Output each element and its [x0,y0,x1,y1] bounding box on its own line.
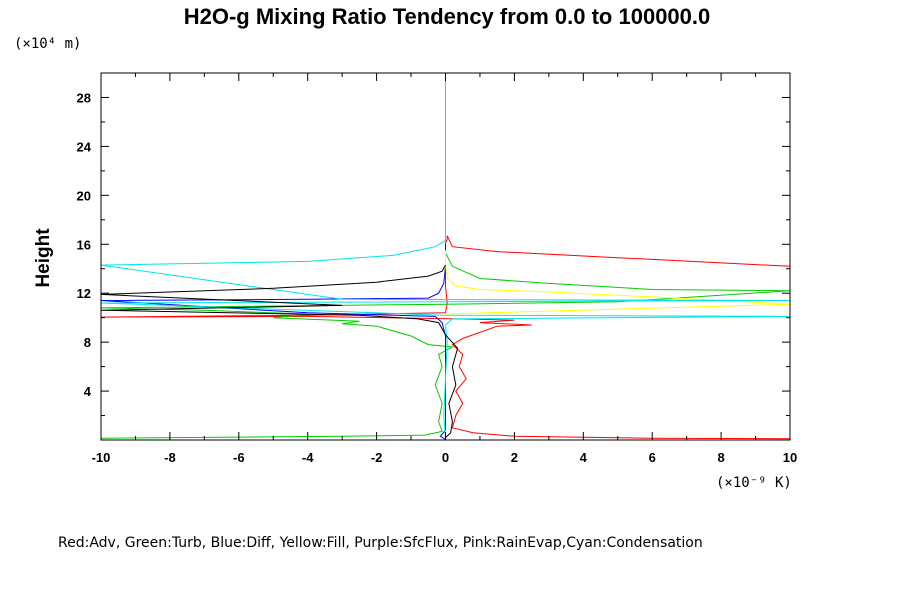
y-tick-label: 16 [77,237,91,252]
y-axis-label: Height [33,228,54,288]
x-tick-label: 6 [649,450,656,465]
chart-title: H2O-g Mixing Ratio Tendency from 0.0 to … [184,4,711,29]
series-line-fill [445,250,791,315]
y-tick-label: 28 [77,90,91,105]
y-tick-label: 8 [84,335,91,350]
x-tick-label: 4 [580,450,588,465]
x-tick-label: -10 [92,450,111,465]
series-line-adv [100,235,791,440]
series-layer [100,73,791,440]
y-scale-label: (×10⁴ m) [14,36,81,52]
x-tick-label: -6 [233,450,245,465]
x-tick-label: 10 [783,450,797,465]
series-line-total [100,264,459,438]
y-tick-label: 24 [77,139,92,154]
series-line-turb [100,244,791,439]
y-tick-label: 20 [77,188,91,203]
x-tick-label: 0 [442,450,449,465]
x-tick-label: 8 [717,450,724,465]
y-tick-label: 4 [84,384,92,399]
legend: Red:Adv, Green:Turb, Blue:Diff, Yellow:F… [58,535,703,551]
x-tick-label: -2 [371,450,383,465]
series-line-diff [100,244,446,440]
y-tick-label: 12 [77,286,91,301]
x-tick-label: -4 [302,450,314,465]
x-tick-label: -8 [164,450,176,465]
series-line-condensation [100,73,791,440]
x-tick-label: 2 [511,450,518,465]
x-scale-label: (×10⁻⁹ K) [716,475,792,491]
